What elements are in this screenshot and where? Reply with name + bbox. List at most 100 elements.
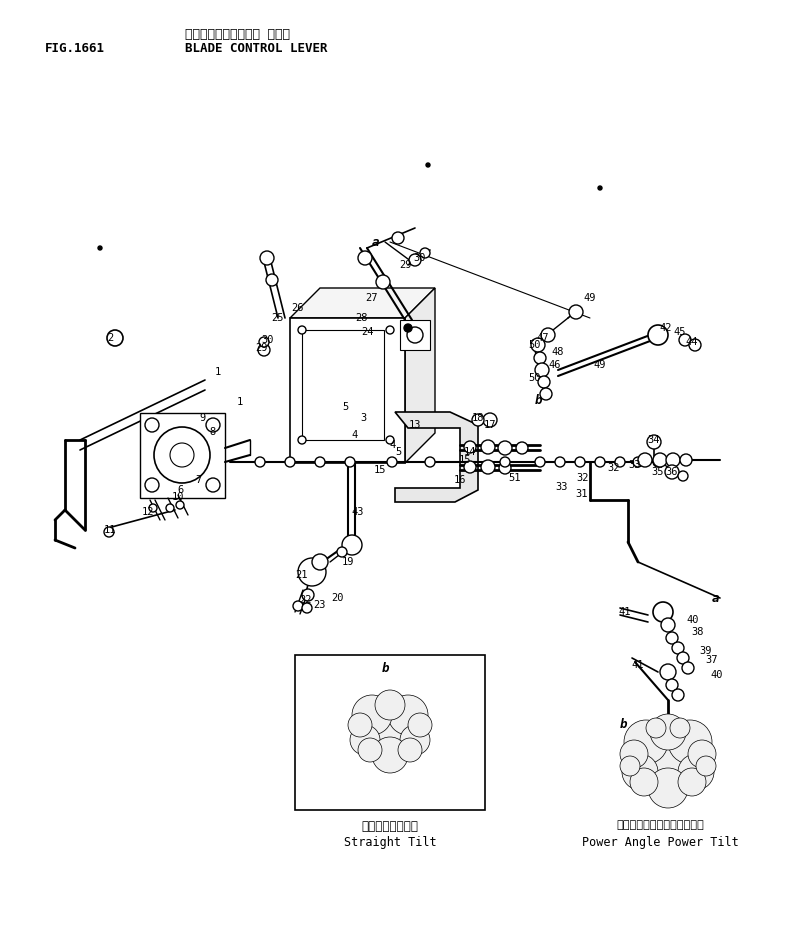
Text: 19: 19 <box>342 557 354 567</box>
Circle shape <box>404 324 412 332</box>
Text: 14: 14 <box>464 447 476 457</box>
Text: 7: 7 <box>195 475 201 485</box>
Text: 6: 6 <box>177 485 183 495</box>
Circle shape <box>679 334 691 346</box>
Circle shape <box>206 418 220 432</box>
Circle shape <box>678 471 688 481</box>
Circle shape <box>358 738 382 762</box>
Circle shape <box>372 737 408 773</box>
Text: 26: 26 <box>292 303 304 313</box>
Circle shape <box>260 251 274 265</box>
Circle shape <box>400 725 430 755</box>
Circle shape <box>104 527 114 537</box>
Text: 30: 30 <box>262 335 274 345</box>
Circle shape <box>302 603 312 613</box>
Circle shape <box>154 427 210 483</box>
Text: 4: 4 <box>352 430 358 440</box>
Circle shape <box>362 702 418 758</box>
Circle shape <box>680 454 692 466</box>
Circle shape <box>666 453 680 467</box>
Text: 10: 10 <box>172 492 184 502</box>
Circle shape <box>375 690 405 720</box>
Text: 1: 1 <box>215 367 221 377</box>
Circle shape <box>420 248 430 258</box>
Text: 9: 9 <box>199 413 205 423</box>
Text: 49: 49 <box>593 360 606 370</box>
Text: b: b <box>620 718 627 731</box>
Bar <box>400 320 430 350</box>
Circle shape <box>350 725 380 755</box>
Circle shape <box>315 457 325 467</box>
Text: 32: 32 <box>608 463 620 473</box>
Text: 13: 13 <box>409 420 421 430</box>
Circle shape <box>535 457 545 467</box>
Circle shape <box>516 442 528 454</box>
Text: ストレートチルト: ストレートチルト <box>362 820 418 833</box>
Text: 15: 15 <box>459 455 472 465</box>
Text: 28: 28 <box>356 313 369 323</box>
Circle shape <box>285 457 295 467</box>
Text: 37: 37 <box>706 655 718 665</box>
Circle shape <box>337 547 347 557</box>
Circle shape <box>348 713 372 737</box>
Circle shape <box>538 376 550 388</box>
Circle shape <box>661 618 675 632</box>
Text: b: b <box>381 661 389 674</box>
Circle shape <box>498 441 512 455</box>
Bar <box>295 655 485 810</box>
Circle shape <box>145 418 159 432</box>
Text: a: a <box>711 592 718 604</box>
Text: 3: 3 <box>360 413 366 423</box>
Text: 18: 18 <box>472 413 484 423</box>
Circle shape <box>670 718 690 738</box>
Circle shape <box>653 602 673 622</box>
Circle shape <box>638 730 698 790</box>
Text: 4: 4 <box>390 440 396 450</box>
Text: 29: 29 <box>400 260 412 270</box>
Circle shape <box>352 695 392 735</box>
Circle shape <box>541 328 555 342</box>
Circle shape <box>535 363 549 377</box>
Circle shape <box>298 326 306 334</box>
Circle shape <box>653 453 667 467</box>
Circle shape <box>647 435 661 449</box>
Circle shape <box>650 714 686 750</box>
Bar <box>302 330 384 440</box>
Circle shape <box>620 756 640 776</box>
Circle shape <box>149 504 157 512</box>
Circle shape <box>630 768 658 796</box>
Text: 42: 42 <box>659 323 672 333</box>
Circle shape <box>302 589 314 601</box>
Circle shape <box>388 695 428 735</box>
Text: 50: 50 <box>529 340 542 350</box>
Circle shape <box>569 305 583 319</box>
Circle shape <box>472 414 484 426</box>
Circle shape <box>660 664 676 680</box>
Text: 12: 12 <box>141 507 154 517</box>
Circle shape <box>409 254 421 266</box>
Text: 8: 8 <box>209 427 215 437</box>
Circle shape <box>255 457 265 467</box>
Text: 41: 41 <box>632 660 645 670</box>
Circle shape <box>677 652 689 664</box>
Circle shape <box>392 232 404 244</box>
Circle shape <box>672 689 684 701</box>
Text: 36: 36 <box>666 467 678 477</box>
Text: 29: 29 <box>255 343 268 353</box>
Circle shape <box>376 275 390 289</box>
Text: 23: 23 <box>314 600 326 610</box>
Text: 5: 5 <box>342 402 348 412</box>
Circle shape <box>293 601 303 611</box>
Circle shape <box>481 460 495 474</box>
Circle shape <box>595 457 605 467</box>
Circle shape <box>555 457 565 467</box>
Text: 5: 5 <box>395 447 401 457</box>
Text: 35: 35 <box>652 467 664 477</box>
Text: 30: 30 <box>413 253 426 263</box>
Text: 22: 22 <box>299 595 311 605</box>
Circle shape <box>648 325 668 345</box>
Text: 51: 51 <box>509 473 521 483</box>
Circle shape <box>426 163 430 167</box>
Text: 20: 20 <box>331 593 343 603</box>
Circle shape <box>259 337 269 347</box>
